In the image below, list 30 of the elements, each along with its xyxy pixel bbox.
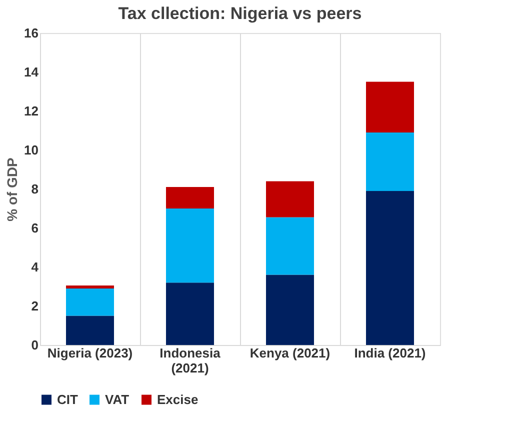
bar — [266, 217, 314, 275]
y-tick-label: 12 — [24, 104, 38, 118]
x-tick-label: Kenya (2021) — [250, 346, 330, 360]
bar — [266, 181, 314, 218]
y-tick-label: 14 — [24, 64, 40, 80]
y-tick-label: 16 — [24, 26, 38, 40]
bar — [366, 82, 414, 132]
legend-label: Excise — [157, 392, 198, 407]
y-axis-title: % of GDP — [4, 158, 20, 222]
y-tick-label: 8 — [31, 182, 38, 196]
bar — [66, 286, 114, 288]
bar — [366, 132, 414, 191]
x-tick-label: Indonesia (2021) — [160, 346, 222, 376]
legend-label: VAT — [105, 392, 130, 407]
bar — [66, 316, 114, 345]
bar — [266, 274, 314, 345]
y-tick-label: 10 — [24, 142, 38, 158]
y-tick-label: 0 — [31, 338, 38, 352]
bar — [166, 208, 214, 283]
bar — [166, 282, 214, 345]
x-tick-label: India (2021) — [354, 346, 426, 360]
legend-label: CIT — [57, 392, 78, 407]
bar — [66, 288, 114, 316]
y-tick-label: 6 — [31, 220, 38, 236]
y-tick-label: 4 — [31, 260, 40, 274]
x-tick-label: Nigeria (2023) — [47, 346, 133, 360]
chart-title: Tax cllection: Nigeria vs peers — [118, 4, 362, 23]
y-tick-label: 2 — [31, 298, 38, 314]
bar — [166, 187, 214, 208]
bar — [366, 190, 414, 345]
